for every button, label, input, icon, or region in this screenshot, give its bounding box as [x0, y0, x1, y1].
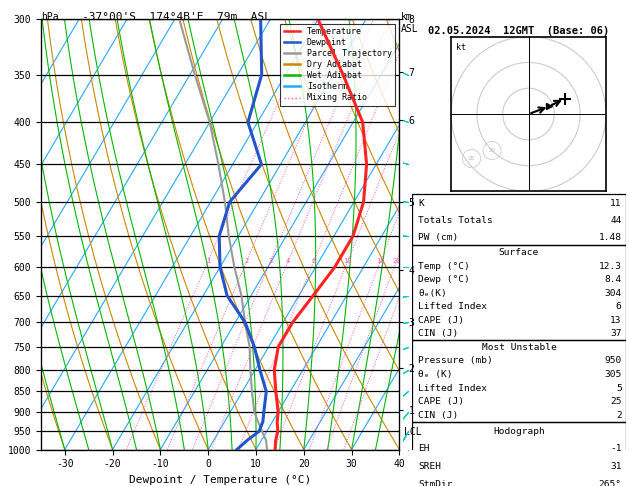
X-axis label: Dewpoint / Temperature (°C): Dewpoint / Temperature (°C)	[129, 475, 311, 485]
Text: CAPE (J): CAPE (J)	[418, 316, 464, 325]
Text: CIN (J): CIN (J)	[418, 411, 459, 420]
Text: 6: 6	[616, 302, 621, 311]
Text: 20: 20	[392, 258, 401, 264]
Text: 25: 25	[610, 398, 621, 406]
Text: Lifted Index: Lifted Index	[418, 384, 487, 393]
Y-axis label: hPa: hPa	[0, 225, 2, 244]
Text: 2: 2	[245, 258, 249, 264]
Text: 4: 4	[286, 258, 291, 264]
Text: θₑ (K): θₑ (K)	[418, 370, 453, 379]
Text: -37°00'S  174°4B'E  79m  ASL: -37°00'S 174°4B'E 79m ASL	[82, 12, 270, 22]
Text: 6: 6	[312, 258, 316, 264]
Text: PW (cm): PW (cm)	[418, 233, 459, 242]
Text: 1.48: 1.48	[599, 233, 621, 242]
Text: K: K	[418, 199, 424, 208]
Text: km
ASL: km ASL	[401, 12, 418, 34]
Text: Pressure (mb): Pressure (mb)	[418, 357, 493, 365]
Text: 10: 10	[343, 258, 352, 264]
Text: 44: 44	[610, 216, 621, 225]
Text: 11: 11	[610, 199, 621, 208]
Text: 16: 16	[376, 258, 385, 264]
Text: 304: 304	[604, 289, 621, 298]
Legend: Temperature, Dewpoint, Parcel Trajectory, Dry Adiabat, Wet Adiabat, Isotherm, Mi: Temperature, Dewpoint, Parcel Trajectory…	[281, 24, 395, 106]
Text: Dewp (°C): Dewp (°C)	[418, 275, 470, 284]
Text: 8.4: 8.4	[604, 275, 621, 284]
Text: 12.3: 12.3	[599, 261, 621, 271]
Text: Surface: Surface	[499, 248, 539, 257]
Text: 31: 31	[610, 462, 621, 471]
Text: 305: 305	[604, 370, 621, 379]
Text: 13: 13	[610, 316, 621, 325]
Text: EH: EH	[418, 444, 430, 453]
Text: CIN (J): CIN (J)	[418, 330, 459, 338]
Text: -1: -1	[610, 444, 621, 453]
Text: 265°: 265°	[599, 480, 621, 486]
Text: LCL: LCL	[404, 427, 421, 437]
Text: 950: 950	[604, 357, 621, 365]
Text: 5: 5	[616, 384, 621, 393]
Text: Most Unstable: Most Unstable	[482, 343, 556, 352]
Text: CAPE (J): CAPE (J)	[418, 398, 464, 406]
Text: 37: 37	[610, 330, 621, 338]
Text: 1: 1	[206, 258, 210, 264]
Text: θₑ(K): θₑ(K)	[418, 289, 447, 298]
Text: hPa: hPa	[41, 12, 58, 22]
Text: 3: 3	[269, 258, 273, 264]
Text: 02.05.2024  12GMT  (Base: 06): 02.05.2024 12GMT (Base: 06)	[428, 26, 610, 36]
Text: Lifted Index: Lifted Index	[418, 302, 487, 311]
Text: Totals Totals: Totals Totals	[418, 216, 493, 225]
Text: Temp (°C): Temp (°C)	[418, 261, 470, 271]
Text: Hodograph: Hodograph	[493, 427, 545, 436]
Text: SREH: SREH	[418, 462, 442, 471]
Text: StmDir: StmDir	[418, 480, 453, 486]
Text: 2: 2	[616, 411, 621, 420]
